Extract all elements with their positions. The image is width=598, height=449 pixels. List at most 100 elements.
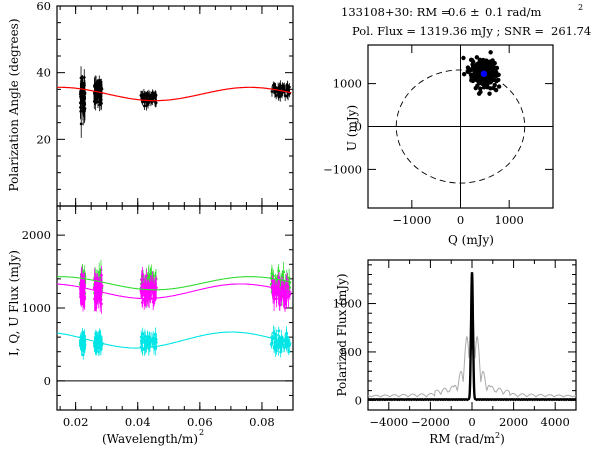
flux-point: [81, 353, 85, 357]
qu-xtick-label: 0: [457, 213, 464, 227]
flux-point: [277, 293, 280, 297]
flux-point: [143, 335, 147, 338]
wavelength-xlabel: (Wavelength/m): [102, 432, 198, 446]
pa-model-line: [56, 86, 292, 102]
qu-point: [474, 65, 479, 71]
pa-ytick-label: 40: [36, 66, 51, 80]
qu-point: [478, 89, 483, 95]
qu-point: [486, 67, 492, 72]
pa-point: [151, 92, 154, 95]
qu-point: [473, 85, 478, 91]
flux-point: [142, 283, 146, 287]
flux-point: [144, 274, 148, 278]
qu-point: [488, 86, 493, 91]
pa-point: [150, 95, 153, 99]
flux-panel: 0 1000 2000 0.02 0.04 0.06 0.08: [22, 205, 294, 429]
pol-flux-circle: [395, 69, 526, 184]
flux-point: [79, 298, 83, 302]
rm-xtick-label: −2000: [411, 415, 450, 429]
flux-point: [93, 285, 96, 289]
rm-ytick-label: 1000: [333, 297, 362, 311]
flux-ylabel: I, Q, U Flux (mJy): [7, 250, 21, 356]
pa-point: [100, 101, 103, 105]
rm-panel: −4000 −2000 0 2000 4000 0 500 1000: [333, 259, 577, 429]
rm-header-label: 133108+30: RM =: [341, 5, 450, 19]
pa-point: [79, 122, 83, 126]
rm-ylabel: Polarized Flux (mJy): [335, 273, 349, 396]
pa-point: [99, 95, 103, 99]
pa-point: [286, 85, 290, 88]
flux-point: [271, 289, 275, 293]
pa-point: [93, 97, 97, 101]
pa-point: [82, 76, 86, 79]
qu-point: [476, 76, 481, 81]
flux-point: [140, 278, 144, 281]
qu-point: [488, 50, 493, 55]
flux-point: [95, 344, 98, 348]
qu-point: [483, 80, 488, 85]
flux-ytick-label: 0: [44, 374, 51, 388]
pa-ytick-label: 60: [36, 0, 51, 13]
qu-ytick-label: −1000: [323, 162, 362, 176]
qu-point: [481, 85, 487, 90]
pa-point: [282, 85, 286, 89]
pa-panel: 20 40 60: [36, 0, 294, 207]
qu-point: [496, 84, 502, 89]
flux-point: [99, 268, 103, 272]
qu-point: [492, 82, 497, 88]
flux-point: [278, 303, 282, 307]
qu-ytick-label: 0: [355, 120, 362, 134]
qu-point: [496, 72, 501, 77]
pa-ylabel: Polarization Angle (degrees): [7, 18, 21, 191]
flux-point: [97, 293, 101, 296]
pa-point: [143, 104, 146, 108]
qu-point: [465, 65, 471, 70]
flux-point: [272, 297, 276, 301]
qu-point: [474, 62, 480, 67]
qu-xlabel: Q (mJy): [448, 233, 494, 247]
qu-point: [469, 76, 475, 82]
qu-panel: −1000 −1000 0 0 1000 1000: [323, 44, 554, 227]
flux-point: [83, 346, 86, 350]
flux-point: [275, 344, 279, 348]
flux-point: [80, 272, 84, 276]
flux-point: [283, 345, 287, 349]
flux-point: [142, 298, 146, 302]
flux-point: [284, 283, 288, 287]
rm-xtick-label: 4000: [541, 415, 570, 429]
rm-ytick-label: 500: [340, 345, 362, 359]
pa-point: [270, 90, 274, 93]
flux-model-line: [56, 283, 292, 300]
flux-point: [288, 292, 292, 296]
pa-point: [96, 100, 100, 104]
pa-ytick-label: 20: [36, 132, 51, 146]
flux-point: [279, 350, 283, 354]
qu-point: [482, 60, 487, 65]
wavelength-xlabel-sup: 2: [199, 428, 204, 437]
pa-frame: [56, 5, 294, 207]
pa-point: [154, 101, 158, 105]
flux-point: [94, 290, 98, 294]
qu-point: [487, 91, 492, 96]
pa-point: [285, 94, 289, 98]
flux-frame: [56, 205, 294, 411]
flux-point: [145, 344, 149, 347]
flux-point: [95, 277, 99, 281]
flux-point: [83, 334, 87, 338]
qu-ytick-label: 1000: [333, 77, 362, 91]
qu-point: [494, 78, 499, 84]
rm-xtick-label: −4000: [369, 415, 408, 429]
flux-xtick-label: 0.08: [249, 415, 275, 429]
flux-point: [272, 346, 276, 350]
pa-point: [154, 93, 158, 97]
pa-point: [271, 83, 275, 87]
flux-ytick-label: 1000: [22, 301, 51, 315]
flux-point: [145, 290, 149, 294]
flux-point: [285, 331, 288, 335]
pa-point: [95, 84, 99, 88]
flux-point: [96, 350, 100, 353]
rm-xtick-label: 2000: [499, 415, 528, 429]
qu-point: [491, 69, 496, 74]
pol-flux-label: Pol. Flux = 1319.36 mJy ; SNR =: [352, 24, 544, 38]
snr-value: 261.74: [551, 24, 591, 38]
